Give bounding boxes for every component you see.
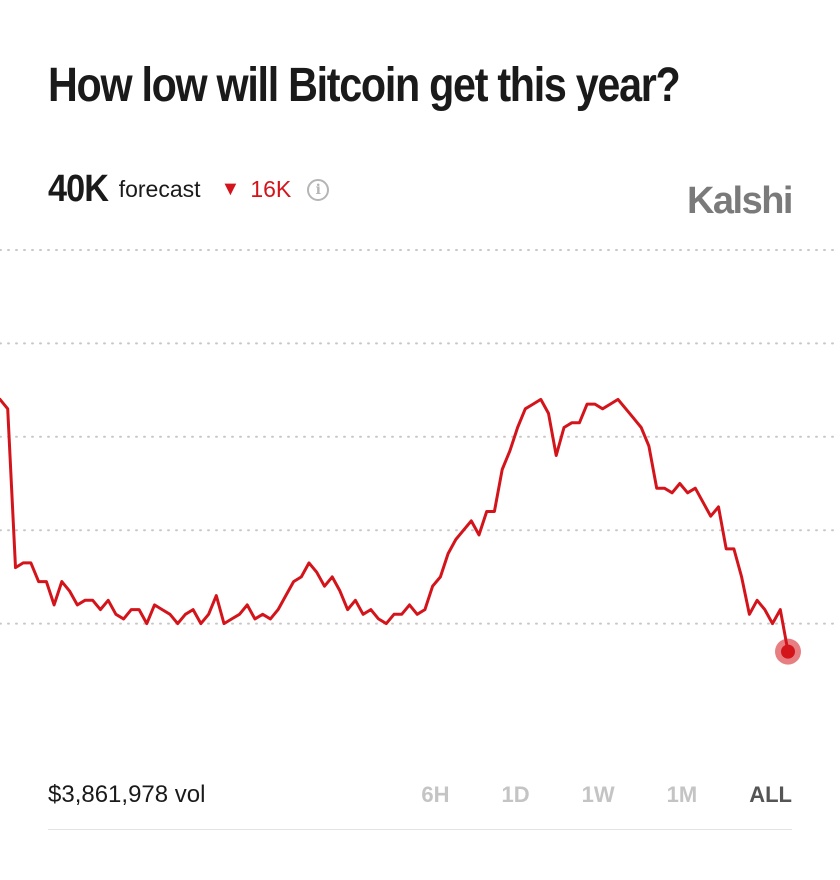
chart-gridlines [0, 249, 840, 625]
volume-label: $3,861,978 vol [48, 781, 206, 808]
brand-logo: Kalshi [686, 180, 794, 222]
tab-all[interactable]: ALL [749, 782, 792, 807]
info-icon[interactable]: i [307, 178, 330, 201]
range-tabs: 6H 1D 1W 1M ALL [369, 782, 792, 808]
forecast-summary: 40K forecast ▼ 16K i [48, 168, 330, 211]
page-title: How low will Bitcoin get this year? [48, 59, 681, 112]
forecast-label: forecast [118, 176, 201, 202]
chart-footer: $3,861,978 vol 6H 1D 1W 1M ALL [48, 770, 792, 820]
tab-1w[interactable]: 1W [581, 782, 615, 807]
series-line [0, 397, 790, 654]
price-chart [0, 249, 840, 665]
tab-6h[interactable]: 6H [421, 782, 450, 807]
current-point [781, 644, 795, 659]
down-arrow-icon: ▼ [220, 178, 241, 200]
footer-divider [48, 829, 792, 830]
tab-1d[interactable]: 1D [501, 782, 530, 807]
forecast-value: 40K [48, 168, 109, 210]
tab-1m[interactable]: 1M [666, 782, 698, 807]
forecast-change: 16K [250, 176, 292, 202]
